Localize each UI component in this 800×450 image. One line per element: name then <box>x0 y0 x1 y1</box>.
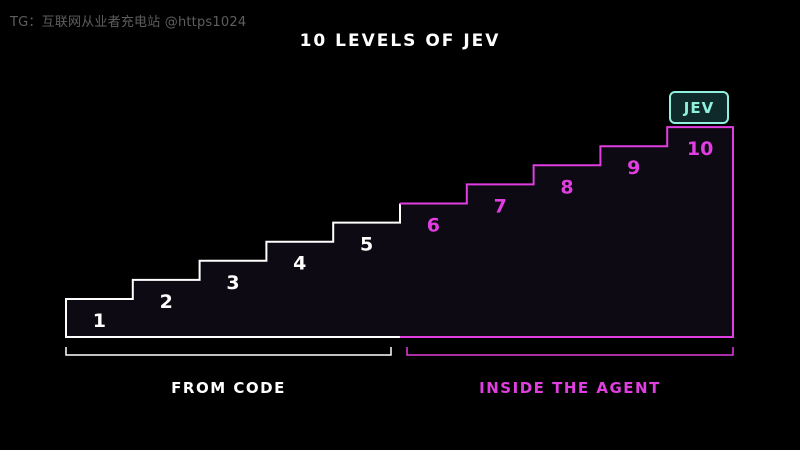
watermark-text: TG：互联网从业者充电站 @https1024 <box>10 15 247 30</box>
from-code-label: FROM CODE <box>171 379 286 397</box>
jev-badge: JEV <box>669 91 729 124</box>
agent-bracket <box>406 347 734 356</box>
step-label-10: 10 <box>687 138 713 160</box>
step-label-5: 5 <box>360 234 373 256</box>
agent-staircase-fill <box>400 127 733 337</box>
code-bracket <box>65 347 392 356</box>
step-labels: 1 2 3 4 5 6 7 8 9 10 <box>93 138 714 332</box>
step-label-4: 4 <box>293 253 306 275</box>
step-label-6: 6 <box>427 215 440 237</box>
code-staircase-fill <box>66 203 400 337</box>
step-label-1: 1 <box>93 310 106 332</box>
step-label-3: 3 <box>226 272 239 294</box>
step-label-2: 2 <box>160 291 173 313</box>
agent-staircase-outline <box>400 126 734 338</box>
step-label-7: 7 <box>494 195 507 217</box>
step-label-9: 9 <box>627 157 640 179</box>
inside-agent-label: INSIDE THE AGENT <box>479 379 661 397</box>
page-title: 10 LEVELS OF JEV <box>299 31 501 51</box>
step-label-8: 8 <box>560 176 573 198</box>
code-staircase-outline <box>65 203 401 338</box>
